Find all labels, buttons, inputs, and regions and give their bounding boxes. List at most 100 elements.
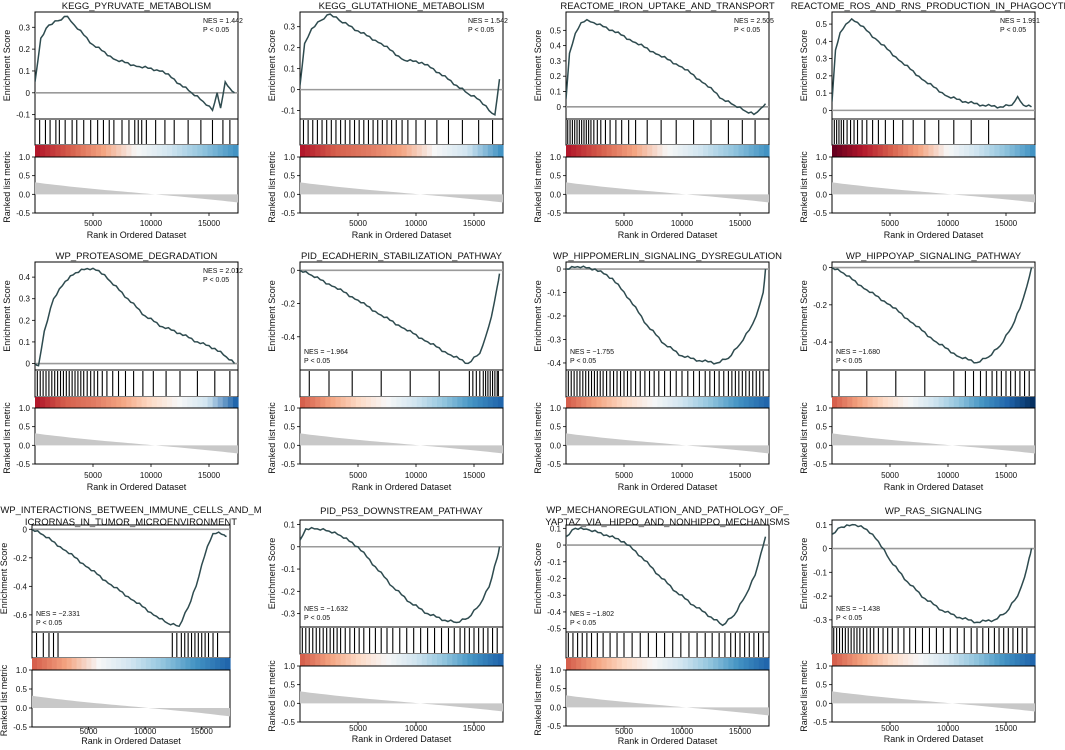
rank-color-segment	[91, 658, 97, 670]
panel-title: WP_PROTEASOME_DEGRADATION	[56, 251, 218, 262]
rank-color-segment	[212, 145, 219, 157]
rank-color-segment	[631, 658, 638, 670]
rank-color-segment	[320, 145, 326, 157]
rank-color-segment	[462, 654, 469, 666]
gsea-panel-2: KEGG_GLUTATHIONE_METABOLISM 0.3 0.2 0.1 0 -0.…	[267, 1, 508, 240]
metric-axis-label: Ranked list metric	[267, 151, 277, 223]
panel-title: KEGG_GLUTATHIONE_METABOLISM	[319, 1, 485, 12]
hit-bar-frame	[34, 369, 239, 398]
rank-color-segment	[989, 397, 995, 408]
rank-color-segment	[953, 397, 960, 408]
rank-color-segment	[908, 397, 914, 408]
rank-color-segment	[431, 654, 438, 666]
es-y-tick-label: 0	[291, 543, 296, 552]
rank-color-segment	[406, 145, 413, 157]
rank-color-segment	[350, 397, 357, 408]
x-tick-label: 15000	[463, 724, 486, 733]
rank-color-segment	[847, 145, 853, 157]
rank-color-segment	[677, 658, 684, 670]
rank-color-segment	[703, 658, 709, 670]
x-axis-label: Rank in Ordered Dataset	[81, 736, 181, 746]
rank-color-segment	[943, 145, 950, 157]
rank-color-segment	[325, 654, 332, 666]
rank-color-segment	[320, 397, 326, 408]
rank-color-segment	[692, 658, 699, 670]
rank-color-segment	[984, 654, 990, 666]
x-tick-label: 5000	[881, 219, 899, 228]
hit-bar-frame	[831, 626, 1036, 655]
rank-color-segment	[989, 654, 995, 666]
rank-color-segment	[156, 397, 163, 408]
rank-color-segment	[581, 397, 587, 408]
es-y-tick-label: 0.5	[550, 26, 562, 35]
p-value-label: P < 0.05	[203, 27, 229, 34]
es-y-tick-label: 0.1	[19, 67, 31, 76]
rank-color-segment	[421, 397, 428, 408]
rank-color-segment	[857, 654, 864, 666]
rank-color-segment	[723, 397, 729, 408]
metric-plot-frame	[299, 407, 504, 465]
rank-color-segment	[832, 654, 838, 666]
rank-color-segment	[310, 654, 316, 666]
rank-color-segment	[1014, 654, 1021, 666]
x-tick-label: 10000	[937, 471, 960, 480]
rank-color-segment	[442, 654, 448, 666]
rank-color-segment	[146, 397, 153, 408]
rank-color-segment	[872, 654, 879, 666]
rank-color-segment	[923, 397, 930, 408]
rank-color-segment	[497, 145, 504, 157]
rank-color-segment	[111, 397, 117, 408]
rank-color-segment	[497, 397, 504, 408]
metric-y-tick-label: 0.5	[16, 685, 28, 694]
rank-color-segment	[576, 658, 582, 670]
gsea-panel-3: REACTOME_IRON_UPTAKE_AND_TRANSPORT 0.5 0.4…	[533, 1, 775, 240]
metric-y-tick-label: 1.0	[816, 404, 828, 413]
rank-color-segment	[165, 658, 172, 670]
rank-color-segment	[126, 658, 132, 670]
es-y-tick-label: -0.3	[813, 616, 827, 625]
x-axis-label: Rank in Ordered Dataset	[352, 230, 452, 240]
rank-color-segment	[447, 397, 453, 408]
rank-color-segment	[601, 658, 608, 670]
rank-color-segment	[611, 397, 618, 408]
metric-y-tick-label: 1.0	[19, 153, 31, 162]
metric-axis-label: Ranked list metric	[2, 402, 12, 474]
gsea-panel-9: WP_INTERACTIONS_BETWEEN_IMMUNE_CELLS_AND…	[0, 505, 262, 746]
hit-bar-frame	[299, 118, 504, 146]
rank-color-segment	[672, 658, 679, 670]
ranked-metric-area	[566, 433, 769, 454]
rank-color-segment	[431, 397, 438, 408]
x-tick-label: 15000	[198, 471, 221, 480]
metric-y-tick-label: 0.0	[816, 190, 828, 199]
es-y-tick-label: -0.2	[813, 301, 827, 310]
rank-color-segment	[136, 397, 143, 408]
es-y-tick-label: -0.4	[813, 338, 827, 347]
es-axis-label: Enrichment Score	[799, 30, 809, 102]
rank-color-segment	[642, 397, 648, 408]
es-y-tick-label: 0.2	[19, 316, 31, 325]
rank-color-segment	[832, 397, 838, 408]
es-y-tick-label: -0.1	[547, 289, 561, 298]
rank-color-segment	[32, 658, 38, 670]
rank-color-segment	[232, 397, 239, 408]
rank-color-segment	[703, 145, 709, 157]
metric-y-tick-label: 1.0	[816, 662, 828, 671]
rank-color-segment	[892, 397, 899, 408]
rank-color-segment	[913, 654, 919, 666]
es-y-tick-label: 0	[557, 103, 562, 112]
metric-y-tick-label: 0.0	[284, 441, 296, 450]
rank-color-segment	[406, 654, 413, 666]
rank-color-segment	[182, 145, 188, 157]
panel-title: YAPTAZ_VIA_ HIPPO_AND_NONHIPPO_MECHANISM…	[545, 517, 790, 528]
rank-color-segment	[126, 145, 133, 157]
rank-color-segment	[958, 654, 965, 666]
rank-color-segment	[847, 397, 853, 408]
rank-color-segment	[160, 658, 167, 670]
es-axis-label: Enrichment Score	[2, 30, 12, 102]
rank-color-segment	[763, 658, 770, 670]
metric-axis-label: Ranked list metric	[2, 151, 12, 223]
rank-color-segment	[187, 145, 193, 157]
rank-color-segment	[381, 145, 387, 157]
rank-color-segment	[723, 658, 729, 670]
rank-color-segment	[1009, 654, 1016, 666]
